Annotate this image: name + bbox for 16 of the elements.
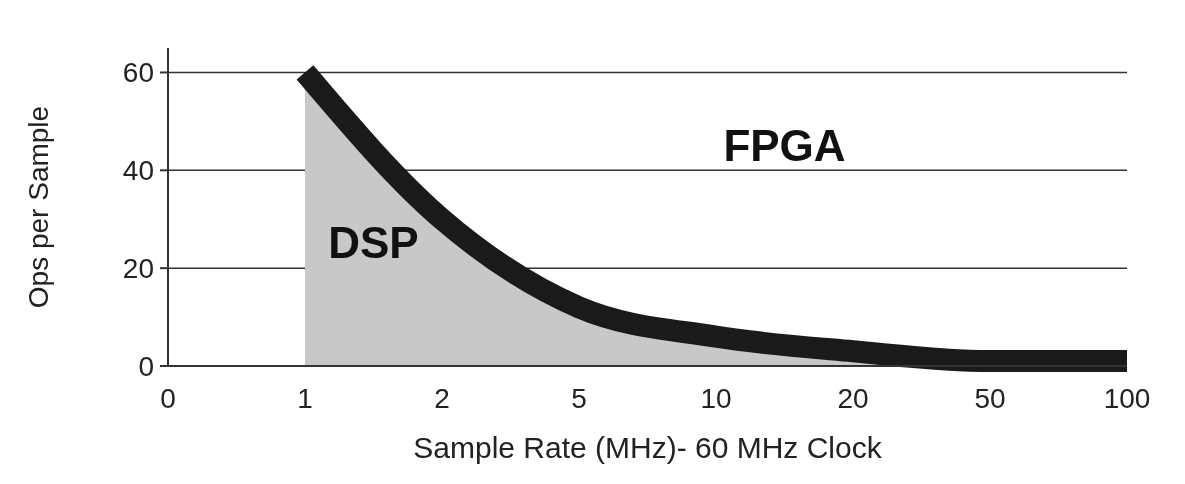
y-axis-title: Ops per Sample: [23, 105, 54, 309]
x-tick-label: 5: [571, 383, 587, 414]
x-tick-label: 1: [297, 383, 313, 414]
annotation: DSP: [328, 218, 419, 268]
x-tick-label: 100: [1103, 383, 1151, 414]
x-axis-title: Sample Rate (MHz)- 60 MHz Clock: [413, 431, 883, 464]
x-tick-label: 10: [700, 383, 732, 414]
y-tick-label: 0: [138, 350, 154, 382]
x-tick-label: 2: [434, 383, 450, 414]
annotation: FPGA: [723, 120, 846, 170]
x-tick-label: 50: [974, 383, 1006, 414]
x-tick-label: 20: [837, 383, 869, 414]
x-tick-label: 0: [160, 383, 176, 414]
y-tick-label: 60: [122, 57, 154, 89]
y-tick-label: 40: [122, 155, 154, 187]
y-tick-label: 20: [122, 252, 154, 284]
